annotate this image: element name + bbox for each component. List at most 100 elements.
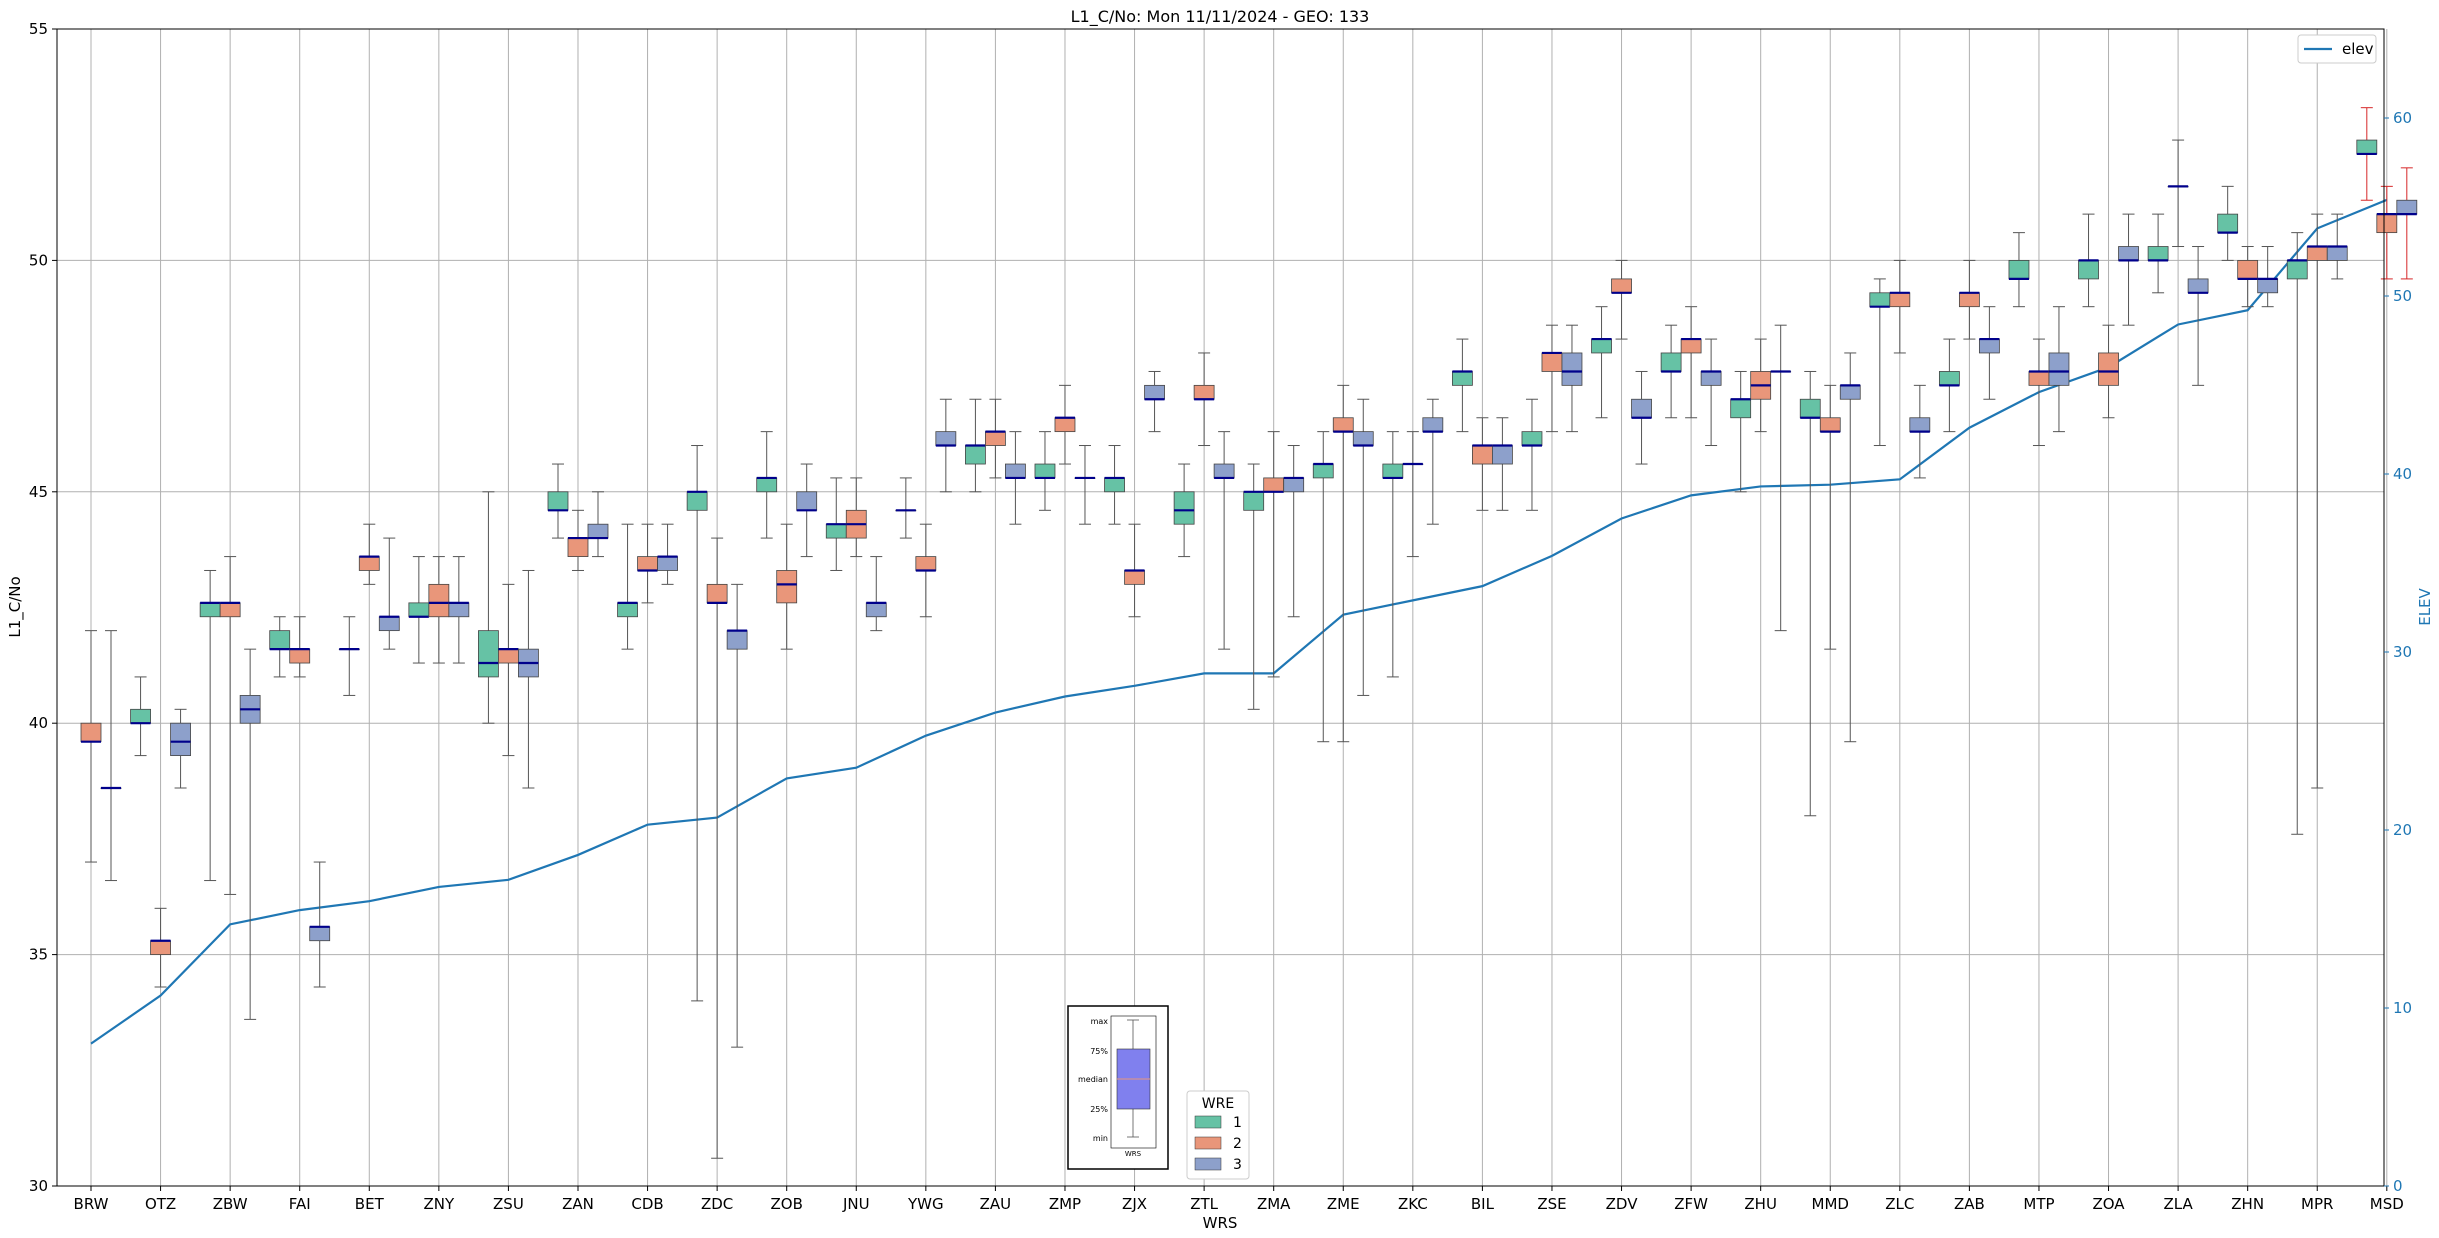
x-tick-label: ZKC <box>1398 1195 1428 1213</box>
box-iqr <box>1054 417 1076 433</box>
box-zdv-wre2 <box>1611 259 1632 340</box>
box-mmd-wre2 <box>1819 384 1841 650</box>
box-iqr <box>2048 352 2070 386</box>
grid-lines <box>57 28 2388 1187</box>
box-zab-wre3 <box>1978 306 2000 400</box>
box-iqr <box>1660 352 1682 372</box>
box-brw-wre3 <box>100 630 122 882</box>
box-iqr <box>1243 491 1265 511</box>
y2-tick-label: 30 <box>2393 643 2412 661</box>
elev-legend: elev <box>2297 34 2377 64</box>
box-bet-wre3 <box>378 537 400 650</box>
y2-tick-label: 10 <box>2393 999 2412 1017</box>
box-iqr <box>1332 417 1354 433</box>
y2-tick-label: 0 <box>2393 1177 2403 1195</box>
box-iqr <box>448 602 470 618</box>
box-zdv-wre3 <box>1631 370 1652 465</box>
x-tick-label: ZLC <box>1885 1195 1914 1213</box>
box-iqr <box>199 602 221 618</box>
box-zdc-wre3 <box>726 583 748 1048</box>
box-zjx-wre2 <box>1124 523 1145 618</box>
box-iqr <box>2078 259 2099 280</box>
box-zfw-wre3 <box>1700 338 1722 447</box>
box-iqr <box>1541 352 1563 372</box>
x-tick-label: ZNY <box>424 1195 455 1213</box>
y2-tick-label: 40 <box>2393 465 2412 483</box>
box-iqr <box>567 537 589 557</box>
x-tick-label: MTP <box>2023 1195 2054 1213</box>
box-ztl-wre1 <box>1173 463 1195 558</box>
x-tick-label: YWG <box>907 1195 944 1213</box>
y-tick-label: 45 <box>29 483 48 501</box>
box-ztl-wre3 <box>1213 431 1235 650</box>
box-iqr <box>825 523 847 539</box>
box-mtp-wre1 <box>2008 232 2030 308</box>
elev-line <box>90 198 2388 1045</box>
box-iqr <box>2008 259 2030 280</box>
plot-frame <box>56 28 2385 1187</box>
box-zjx-wre3 <box>1144 370 1165 433</box>
x-tick-label: ZSE <box>1537 1195 1566 1213</box>
box-iqr <box>269 630 291 650</box>
box-zme-wre3 <box>1352 398 1374 696</box>
box-zau-wre1 <box>965 398 986 493</box>
y-tick-label: 50 <box>29 251 48 269</box>
box-bil-wre3 <box>1492 417 1513 511</box>
box-iqr <box>219 602 241 618</box>
box-zan-wre3 <box>587 491 609 558</box>
box-iqr <box>2376 213 2398 234</box>
elev-series-layer <box>90 198 2388 1045</box>
x-tick-label: ZOB <box>771 1195 803 1213</box>
box-jnu-wre3 <box>865 556 887 632</box>
box-zob-wre3 <box>796 463 818 558</box>
inset-label-q3: 75% <box>1090 1047 1108 1056</box>
box-iqr <box>1452 371 1473 386</box>
box-iqr <box>1521 431 1543 446</box>
box-ywg-wre3 <box>935 398 957 493</box>
box-iqr <box>1144 384 1165 400</box>
box-zbw-wre2 <box>219 556 241 895</box>
box-iqr <box>587 523 609 539</box>
box-otz-wre1 <box>130 676 151 757</box>
x-tick-label: MPR <box>2301 1195 2333 1213</box>
box-iqr <box>1631 398 1652 419</box>
box-iqr <box>1799 398 1821 419</box>
wre-legend-label-1: 1 <box>1233 1115 1242 1131</box>
box-iqr <box>1352 431 1374 446</box>
box-zma-wre1 <box>1243 463 1265 710</box>
box-iqr <box>358 556 380 571</box>
box-zau-wre3 <box>1005 431 1026 525</box>
box-zse-wre3 <box>1561 324 1583 433</box>
box-zsu-wre2 <box>498 583 519 757</box>
box-iqr <box>965 445 986 465</box>
x-tick-label: ZTL <box>1190 1195 1218 1213</box>
box-zmp-wre1 <box>1034 431 1056 511</box>
box-iqr <box>1312 463 1334 479</box>
box-zla-wre3 <box>2187 246 2209 386</box>
box-iqr <box>686 491 708 511</box>
wre-legend: WRE 1 2 3 <box>1186 1090 1250 1180</box>
box-iqr <box>2098 352 2119 386</box>
box-iqr <box>1978 338 2000 354</box>
x-tick-label: ZMA <box>1257 1195 1291 1213</box>
box-bet-wre1 <box>338 616 360 696</box>
box-ztl-wre2 <box>1193 352 1215 447</box>
box-iqr <box>2396 199 2418 215</box>
x-tick-label: ZDV <box>1606 1195 1639 1213</box>
x-tick-label: ZME <box>1327 1195 1360 1213</box>
box-iqr <box>289 648 311 664</box>
box-zoa-wre1 <box>2078 213 2099 308</box>
x-tick-label: ZLA <box>2163 1195 2193 1213</box>
inset-xlabel: WRS <box>1125 1150 1142 1158</box>
box-iqr <box>1869 292 1891 308</box>
box-iqr <box>1193 384 1215 400</box>
box-iqr <box>1730 398 1752 419</box>
box-iqr <box>1889 292 1911 308</box>
box-zbw-wre1 <box>199 569 221 882</box>
wre-legend-swatch-3 <box>1194 1157 1222 1171</box>
x-tick-label: ZBW <box>213 1195 248 1213</box>
box-iqr <box>2356 139 2378 155</box>
y2-tick-label: 20 <box>2393 821 2412 839</box>
y-axis-label: L1_C/No <box>6 576 25 637</box>
